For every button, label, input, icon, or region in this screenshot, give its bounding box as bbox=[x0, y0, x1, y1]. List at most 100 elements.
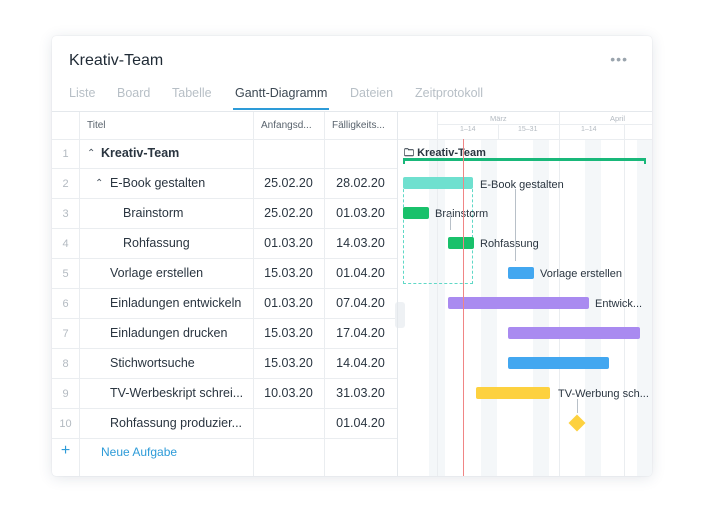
row-number: 4 bbox=[62, 238, 69, 250]
timeline-divider bbox=[624, 124, 625, 476]
chevron-up-icon[interactable]: ⌃ bbox=[87, 148, 96, 159]
month-label: März bbox=[490, 114, 507, 123]
row-number: 8 bbox=[62, 358, 69, 370]
row-divider bbox=[52, 348, 397, 349]
row-divider bbox=[52, 378, 397, 379]
tab-liste[interactable]: Liste bbox=[69, 86, 96, 100]
page-title: Kreativ-Team bbox=[69, 52, 164, 69]
row-title: Vorlage erstellen bbox=[110, 266, 204, 280]
row-number: 2 bbox=[62, 178, 69, 190]
due-date[interactable]: 01.04.20 bbox=[336, 416, 385, 430]
tab-gantt-diagramm[interactable]: Gantt-Diagramm bbox=[232, 86, 330, 110]
timeline-divider bbox=[437, 124, 652, 125]
gantt-bar-vorlage[interactable] bbox=[508, 267, 534, 279]
due-date[interactable]: 17.04.20 bbox=[336, 326, 385, 340]
more-options-icon[interactable]: ••• bbox=[610, 51, 628, 67]
project-label: 🗀 Kreativ-Team bbox=[404, 146, 486, 163]
milestone-diamond[interactable] bbox=[568, 414, 586, 432]
start-date[interactable]: 25.02.20 bbox=[264, 206, 313, 220]
row-number: 5 bbox=[62, 268, 69, 280]
panel-resize-handle[interactable] bbox=[395, 302, 405, 328]
row-title: Rohfassung bbox=[123, 236, 190, 250]
today-marker bbox=[463, 139, 464, 476]
gantt-label: Rohfassung bbox=[480, 238, 539, 250]
project-summary-bar[interactable] bbox=[403, 158, 646, 161]
chevron-up-icon[interactable]: ⌃ bbox=[95, 178, 104, 189]
gantt-bar-tv-werbeskript[interactable] bbox=[476, 387, 550, 399]
folder-icon: 🗀 bbox=[404, 148, 414, 159]
gantt-label: E-Book gestalten bbox=[480, 179, 564, 191]
gantt-label: Entwick... bbox=[595, 298, 643, 310]
week-label: 15–31 bbox=[518, 126, 538, 133]
row-number: 7 bbox=[62, 328, 69, 340]
row-title: Rohfassung produzier... bbox=[110, 416, 243, 430]
row-divider bbox=[52, 318, 397, 319]
gantt-bar-einladungen-drucken[interactable] bbox=[508, 327, 640, 339]
weekend-band bbox=[637, 139, 652, 476]
due-date[interactable]: 01.03.20 bbox=[336, 206, 385, 220]
start-date[interactable]: 01.03.20 bbox=[264, 236, 313, 250]
column-header-start[interactable]: Anfangsd... bbox=[261, 120, 312, 131]
new-task-button[interactable]: Neue Aufgabe bbox=[101, 445, 178, 459]
row-divider bbox=[52, 228, 397, 229]
due-date[interactable]: 14.03.20 bbox=[336, 236, 385, 250]
tab-dateien[interactable]: Dateien bbox=[350, 86, 394, 100]
gantt-bar-einladungen-entwickeln[interactable] bbox=[448, 297, 589, 309]
gantt-label: Vorlage erstellen bbox=[540, 268, 622, 280]
row-divider bbox=[52, 288, 397, 289]
row-number: 3 bbox=[62, 208, 69, 220]
project-summary-cap bbox=[644, 158, 646, 164]
start-date[interactable]: 10.03.20 bbox=[264, 386, 313, 400]
week-label: 1–14 bbox=[460, 126, 476, 133]
add-icon[interactable]: + bbox=[60, 442, 71, 459]
dependency-line bbox=[450, 214, 451, 230]
column-header-due[interactable]: Fälligkeits... bbox=[332, 120, 385, 131]
column-divider bbox=[253, 112, 254, 476]
row-divider bbox=[52, 408, 397, 409]
due-date[interactable]: 07.04.20 bbox=[336, 296, 385, 310]
row-title: Stichwortsuche bbox=[110, 356, 195, 370]
project-label-text: Kreativ-Team bbox=[417, 147, 486, 159]
due-date[interactable]: 31.03.20 bbox=[336, 386, 385, 400]
start-date[interactable]: 01.03.20 bbox=[264, 296, 313, 310]
start-date[interactable]: 15.03.20 bbox=[264, 356, 313, 370]
row-divider bbox=[52, 168, 397, 169]
project-summary-cap bbox=[403, 158, 405, 164]
tab-tabelle[interactable]: Tabelle bbox=[172, 86, 212, 100]
start-date[interactable]: 15.03.20 bbox=[264, 266, 313, 280]
row-divider bbox=[52, 139, 397, 140]
column-divider bbox=[324, 112, 325, 476]
due-date[interactable]: 01.04.20 bbox=[336, 266, 385, 280]
start-date[interactable]: 25.02.20 bbox=[264, 176, 313, 190]
weekend-band bbox=[585, 139, 601, 476]
gantt-bar-stichwortsuche[interactable] bbox=[508, 357, 609, 369]
column-header-title[interactable]: Titel bbox=[87, 120, 106, 131]
gantt-bar-brainstorm[interactable] bbox=[403, 207, 429, 219]
due-date[interactable]: 14.04.20 bbox=[336, 356, 385, 370]
gantt-bar-rohfassung[interactable] bbox=[448, 237, 474, 249]
timeline-divider bbox=[498, 124, 499, 139]
tab-zeitprotokoll[interactable]: Zeitprotokoll bbox=[415, 86, 484, 100]
tab-board[interactable]: Board bbox=[117, 86, 151, 100]
row-title: E-Book gestalten bbox=[110, 176, 206, 190]
row-title: Brainstorm bbox=[123, 206, 184, 220]
timeline-divider bbox=[437, 112, 438, 476]
gantt-chart: März April 1–14 15–31 1–14 🗀 Kreativ-Tea… bbox=[397, 111, 652, 476]
start-date[interactable]: 15.03.20 bbox=[264, 326, 313, 340]
row-title: Kreativ-Team bbox=[101, 146, 180, 160]
timeline-divider bbox=[398, 139, 652, 140]
row-number: 6 bbox=[62, 298, 69, 310]
row-divider bbox=[52, 198, 397, 199]
row-title: TV-Werbeskript schrei... bbox=[110, 386, 244, 400]
gantt-bar-ebook[interactable] bbox=[403, 177, 473, 189]
row-number: 1 bbox=[62, 148, 69, 160]
row-divider bbox=[52, 258, 397, 259]
row-title: Einladungen entwickeln bbox=[110, 296, 242, 310]
row-divider bbox=[52, 438, 397, 439]
timeline-divider bbox=[559, 112, 560, 476]
week-label: 1–14 bbox=[581, 126, 597, 133]
gantt-label: TV-Werbung sch... bbox=[558, 388, 649, 400]
gantt-label: Brainstorm bbox=[435, 208, 489, 220]
dependency-line bbox=[577, 399, 578, 413]
due-date[interactable]: 28.02.20 bbox=[336, 176, 385, 190]
